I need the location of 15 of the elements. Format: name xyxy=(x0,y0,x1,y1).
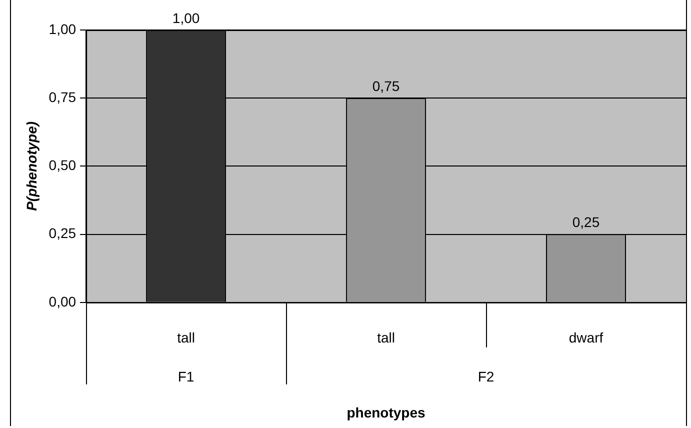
y-axis-title: P(phenotype) xyxy=(23,121,40,211)
data-label: 0,75 xyxy=(372,78,400,94)
text: F1 xyxy=(178,368,194,384)
y-tick-label: 0,75 xyxy=(48,88,76,105)
x-tick-label: dwarf xyxy=(568,330,604,346)
y-tick-label: 0,25 xyxy=(48,225,76,242)
y-tick-label: 0,00 xyxy=(48,293,76,310)
y-tick-label: 1,00 xyxy=(48,20,76,37)
x-tick-label: tall xyxy=(177,330,195,346)
x-tick-label: tall xyxy=(377,330,395,346)
text: F2 xyxy=(478,368,494,384)
data-label: 0,25 xyxy=(572,214,600,230)
data-label: 1,00 xyxy=(172,10,200,26)
x-axis-title: phenotypes xyxy=(346,404,426,420)
y-tick-label: 0,50 xyxy=(48,157,76,174)
